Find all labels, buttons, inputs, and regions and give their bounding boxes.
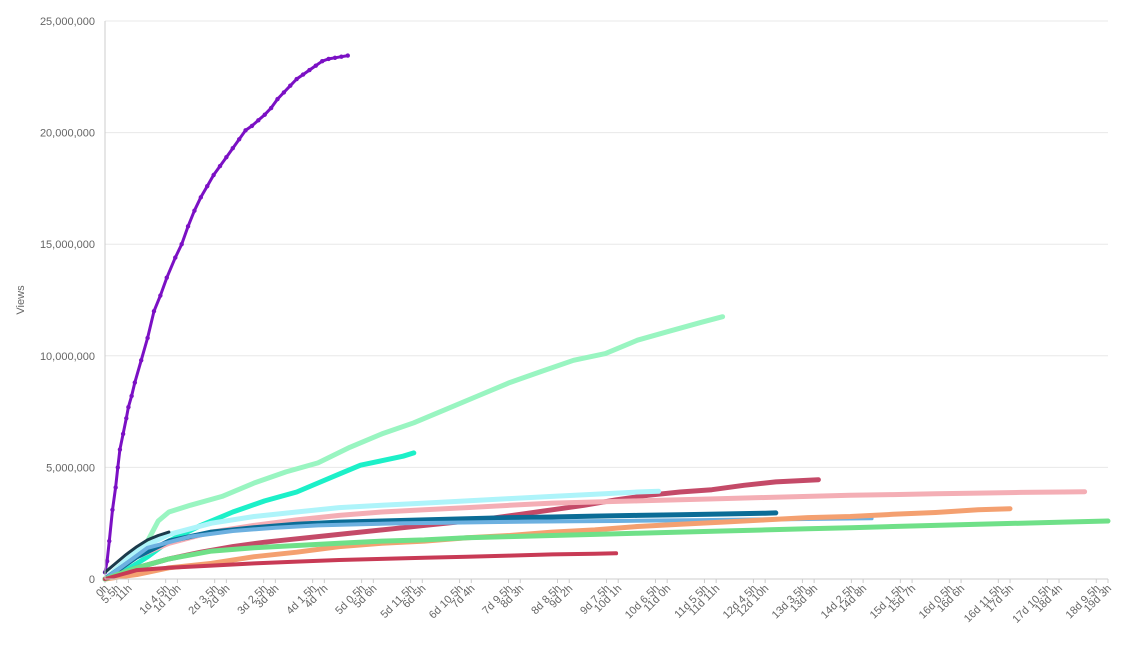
series-line [102,518,1111,582]
series-8 [102,506,1013,582]
data-point [313,63,319,68]
series-2 [102,450,417,582]
y-tick-label: 5,000,000 [46,462,95,474]
data-point [139,358,144,363]
data-point [320,58,325,64]
data-point [198,195,204,200]
data-point [173,255,178,260]
series-line [102,314,726,582]
data-point [132,380,138,385]
data-point [107,538,112,544]
data-point [300,72,306,77]
series-line [103,551,619,581]
data-point [275,96,280,102]
data-point [115,465,120,470]
data-point [249,123,255,129]
data-point [117,447,123,452]
data-point [120,431,126,437]
series-11 [103,530,171,574]
data-point [326,56,331,62]
data-point [339,54,344,59]
y-tick-label: 25,000,000 [40,16,95,28]
data-point [158,293,163,298]
y-tick-label: 0 [89,574,95,586]
data-point [307,67,312,73]
data-point [262,112,267,117]
data-point [124,416,129,421]
data-point [205,183,210,189]
series-0 [102,53,350,575]
data-point [230,146,235,151]
data-point [211,172,216,178]
data-point [104,558,110,564]
data-point [345,53,350,58]
data-point [332,55,338,61]
y-tick-label: 10,000,000 [40,351,95,363]
data-point [243,128,248,133]
series-5 [102,488,662,582]
data-point [126,404,131,410]
data-point [288,83,293,88]
y-tick-labels: 0 5,000,000 10,000,000 15,000,000 20,000,000… [40,16,95,586]
data-point [256,118,261,123]
data-point [294,76,299,82]
data-point [185,224,191,229]
data-point [268,105,274,111]
series-1 [102,314,726,582]
series-10 [103,551,619,581]
series-line [103,530,171,574]
series-9 [102,518,1111,582]
data-point [192,208,197,213]
data-point [179,242,184,247]
series-layer [102,53,1111,582]
data-point [236,137,242,142]
data-point [164,275,169,280]
y-axis-label: Views [15,285,27,315]
data-point [129,393,134,399]
series-line [102,450,417,582]
data-point [110,507,115,513]
data-point [145,335,150,341]
data-point [151,308,157,314]
data-point [224,154,229,160]
y-tick-label: 15,000,000 [40,239,95,251]
data-point [113,485,118,490]
grid-layer [105,20,1108,468]
data-point [281,90,287,95]
series-line [102,488,662,582]
y-tick-label: 20,000,000 [40,128,95,140]
series-line [102,506,1013,582]
data-point [217,163,223,169]
